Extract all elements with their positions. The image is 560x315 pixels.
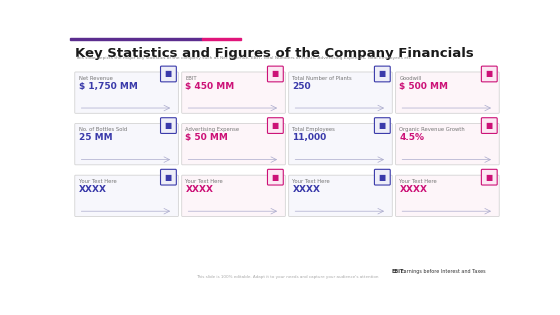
Text: This slide depicts the major key statistics of the company such as Net Revenue, : This slide depicts the major key statist… xyxy=(76,56,413,60)
Text: $ 1,750 MM: $ 1,750 MM xyxy=(78,82,137,91)
Text: ■: ■ xyxy=(272,121,279,130)
FancyBboxPatch shape xyxy=(289,72,392,113)
FancyBboxPatch shape xyxy=(268,169,283,185)
Text: ■: ■ xyxy=(486,121,493,130)
Text: Your Text Here: Your Text Here xyxy=(292,179,330,184)
FancyBboxPatch shape xyxy=(482,169,497,185)
Text: Net Revenue: Net Revenue xyxy=(78,76,113,81)
Text: ■: ■ xyxy=(486,70,493,78)
Text: ■: ■ xyxy=(165,121,172,130)
FancyBboxPatch shape xyxy=(396,175,499,216)
Text: ■: ■ xyxy=(165,70,172,78)
Text: $ 450 MM: $ 450 MM xyxy=(185,82,235,91)
FancyBboxPatch shape xyxy=(375,66,390,82)
FancyBboxPatch shape xyxy=(268,118,283,134)
Text: Your Text Here: Your Text Here xyxy=(399,179,437,184)
FancyBboxPatch shape xyxy=(268,66,283,82)
FancyBboxPatch shape xyxy=(375,118,390,134)
Text: ■: ■ xyxy=(486,173,493,182)
Text: Key Statistics and Figures of the Company Financials: Key Statistics and Figures of the Compan… xyxy=(76,47,474,60)
Text: $ 500 MM: $ 500 MM xyxy=(399,82,449,91)
Text: XXXX: XXXX xyxy=(292,185,320,194)
FancyBboxPatch shape xyxy=(289,175,392,216)
FancyBboxPatch shape xyxy=(75,72,178,113)
FancyBboxPatch shape xyxy=(182,175,285,216)
FancyBboxPatch shape xyxy=(375,169,390,185)
Text: ■: ■ xyxy=(272,173,279,182)
Text: Advertising Expense: Advertising Expense xyxy=(185,127,240,132)
Text: 11,000: 11,000 xyxy=(292,134,326,142)
Text: Total Employees: Total Employees xyxy=(292,127,335,132)
Bar xyxy=(70,38,202,40)
Text: 250: 250 xyxy=(292,82,311,91)
Text: Goodwill: Goodwill xyxy=(399,76,422,81)
FancyBboxPatch shape xyxy=(182,72,285,113)
Text: XXXX: XXXX xyxy=(399,185,427,194)
Bar xyxy=(202,38,240,40)
FancyBboxPatch shape xyxy=(396,72,499,113)
Text: Your Text Here: Your Text Here xyxy=(78,179,116,184)
FancyBboxPatch shape xyxy=(289,123,392,165)
FancyBboxPatch shape xyxy=(396,123,499,165)
FancyBboxPatch shape xyxy=(161,66,176,82)
FancyBboxPatch shape xyxy=(161,169,176,185)
FancyBboxPatch shape xyxy=(182,123,285,165)
Text: No. of Bottles Sold: No. of Bottles Sold xyxy=(78,127,127,132)
FancyBboxPatch shape xyxy=(75,123,178,165)
Text: Total Number of Plants: Total Number of Plants xyxy=(292,76,352,81)
Text: 25 MM: 25 MM xyxy=(78,134,112,142)
Text: ■: ■ xyxy=(165,173,172,182)
Text: Organic Revenue Growth: Organic Revenue Growth xyxy=(399,127,465,132)
Text: EBIT: EBIT xyxy=(185,76,197,81)
Text: XXXX: XXXX xyxy=(185,185,213,194)
FancyBboxPatch shape xyxy=(161,118,176,134)
Text: XXXX: XXXX xyxy=(78,185,106,194)
Text: ■: ■ xyxy=(379,121,386,130)
Text: ■: ■ xyxy=(379,70,386,78)
Text: EBIT:: EBIT: xyxy=(391,269,405,274)
Text: Your Text Here: Your Text Here xyxy=(185,179,223,184)
Text: Earnings before Interest and Taxes: Earnings before Interest and Taxes xyxy=(399,269,486,274)
Text: ■: ■ xyxy=(379,173,386,182)
Text: ■: ■ xyxy=(272,70,279,78)
Text: 4.5%: 4.5% xyxy=(399,134,424,142)
FancyBboxPatch shape xyxy=(75,175,178,216)
Text: This slide is 100% editable. Adapt it to your needs and capture your audience's : This slide is 100% editable. Adapt it to… xyxy=(196,275,378,279)
Text: $ 50 MM: $ 50 MM xyxy=(185,134,228,142)
FancyBboxPatch shape xyxy=(482,66,497,82)
FancyBboxPatch shape xyxy=(482,118,497,134)
